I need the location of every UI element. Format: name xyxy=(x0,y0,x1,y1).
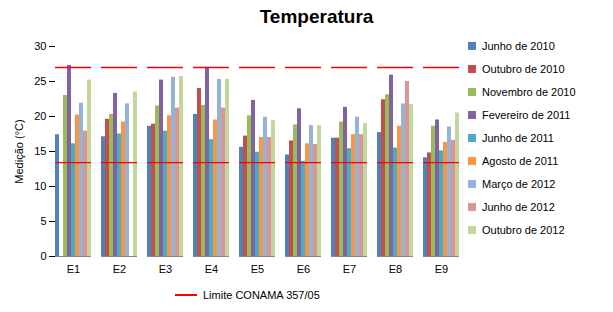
html-text:Junho de 2012: Junho de 2012 xyxy=(482,200,555,213)
html-text:Junho de 2010: Junho de 2010 xyxy=(482,39,555,52)
svg-text:5: 5 xyxy=(40,215,46,227)
html-text:Junho de 2011: Junho de 2011 xyxy=(482,131,554,144)
html-text:Limite CONAMA 357/05: Limite CONAMA 357/05 xyxy=(203,289,320,301)
svg-text:E6: E6 xyxy=(297,263,310,275)
svg-text:E2: E2 xyxy=(113,263,126,275)
html-text:Agosto de 2011: Agosto de 2011 xyxy=(482,154,559,167)
html-text:Outubro de 2010: Outubro de 2010 xyxy=(482,62,565,75)
html-text:Temperatura: Temperatura xyxy=(259,6,374,27)
svg-text:20: 20 xyxy=(34,110,46,122)
svg-text:E8: E8 xyxy=(389,263,402,275)
svg-text:30: 30 xyxy=(34,40,46,52)
svg-text:E5: E5 xyxy=(251,263,264,275)
svg-text:Medição (°C): Medição (°C) xyxy=(13,119,25,183)
html-text:Outubro de 2012: Outubro de 2012 xyxy=(482,223,565,236)
svg-text:15: 15 xyxy=(34,145,46,157)
html-text:Fevereiro de 2011: Fevereiro de 2011 xyxy=(482,108,571,121)
svg-text:E7: E7 xyxy=(343,263,356,275)
svg-text:10: 10 xyxy=(34,180,46,192)
svg-text:25: 25 xyxy=(34,75,46,87)
svg-text:E4: E4 xyxy=(205,263,218,275)
html-text:Março de 2012: Março de 2012 xyxy=(482,177,556,190)
svg-text:E1: E1 xyxy=(67,263,80,275)
html-text:Novembro de 2010: Novembro de 2010 xyxy=(482,85,576,98)
svg-text:E3: E3 xyxy=(159,263,172,275)
svg-text:0: 0 xyxy=(40,250,46,262)
svg-text:E9: E9 xyxy=(435,263,448,275)
